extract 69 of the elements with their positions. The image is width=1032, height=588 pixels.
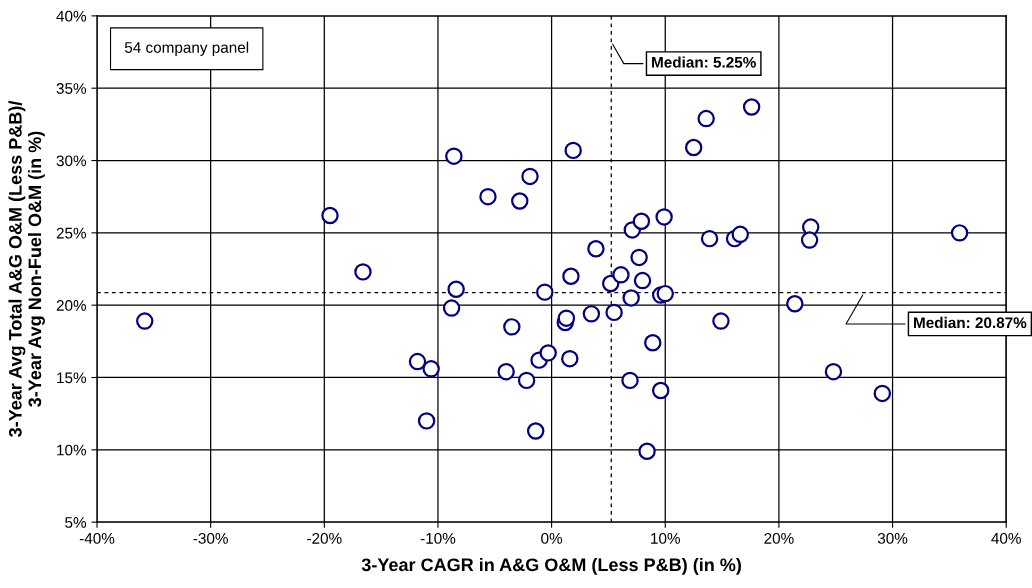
- point: [539, 344, 557, 362]
- point: [587, 240, 605, 258]
- ref-line-label: Median: 5.25%: [652, 56, 756, 68]
- x-tick-label: 20%: [764, 532, 794, 544]
- point: [562, 267, 580, 285]
- point: [445, 147, 463, 165]
- x-tick-label: 10%: [651, 532, 680, 544]
- x-tick-label: 0%: [541, 532, 563, 544]
- point: [656, 284, 674, 303]
- x-tick-label: 30%: [877, 532, 908, 544]
- point: [517, 371, 536, 390]
- point: [605, 303, 623, 322]
- point: [621, 371, 639, 390]
- point: [742, 98, 761, 116]
- point: [644, 334, 662, 352]
- point: [447, 280, 465, 298]
- point: [536, 283, 554, 301]
- point: [511, 192, 529, 210]
- point: [873, 384, 892, 403]
- y-tick-label: 40%: [56, 10, 87, 22]
- point: [700, 229, 719, 248]
- point: [557, 309, 576, 327]
- y-tick-label: 25%: [56, 227, 87, 239]
- y-tick-label: 15%: [57, 372, 87, 384]
- point: [526, 422, 545, 440]
- point: [800, 231, 819, 249]
- point: [497, 362, 515, 381]
- point: [630, 248, 648, 267]
- point: [712, 312, 730, 330]
- point: [651, 381, 670, 400]
- annotation: 54 company panel: [124, 41, 249, 56]
- x-tick-label: -20%: [307, 532, 342, 544]
- point: [684, 138, 703, 157]
- y-tick-label: 35%: [56, 83, 87, 94]
- x-axis-title: 3-Year CAGR in A&G O&M (Less P&B) (in %): [361, 557, 741, 575]
- y-axis-title: 3-Year Avg Total A&G O&M (Less P&B)/ 3-Year Avg Non-Fuel O&M (in %): [8, 100, 45, 437]
- point: [564, 141, 582, 160]
- point: [786, 295, 804, 313]
- point: [582, 305, 601, 323]
- point: [521, 167, 539, 186]
- x-tick-label: 40%: [991, 532, 1021, 544]
- y-tick-label: 5%: [65, 517, 87, 528]
- point: [655, 208, 673, 226]
- point: [408, 352, 427, 371]
- point: [824, 362, 843, 381]
- x-tick-label: -40%: [79, 532, 115, 544]
- point: [321, 206, 339, 225]
- x-tick-label: -30%: [193, 532, 228, 544]
- point: [561, 349, 579, 368]
- point: [697, 109, 715, 128]
- point: [612, 266, 630, 284]
- y-tick-label: 10%: [57, 444, 87, 456]
- point: [731, 225, 749, 244]
- point: [622, 289, 640, 307]
- point: [950, 224, 969, 242]
- point: [479, 187, 497, 206]
- point: [354, 263, 372, 281]
- point: [633, 271, 652, 290]
- point: [417, 412, 436, 430]
- point: [632, 212, 651, 230]
- point: [638, 442, 656, 460]
- ref-line-label: Median: 20.87%: [914, 316, 1027, 329]
- y-tick-label: 20%: [56, 300, 87, 311]
- x-tick-label: -10%: [420, 532, 456, 544]
- point: [136, 312, 154, 330]
- point: [503, 318, 521, 336]
- y-tick-label: 30%: [56, 155, 87, 167]
- point: [442, 299, 461, 317]
- point: [422, 360, 440, 378]
